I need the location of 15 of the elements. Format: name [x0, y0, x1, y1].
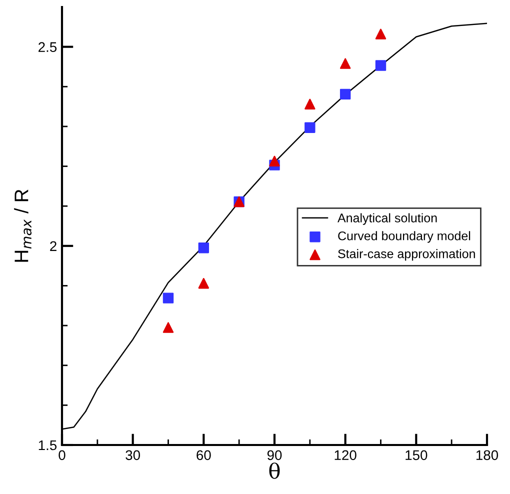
- x-tick-label: 30: [126, 450, 140, 460]
- x-tick-label: 150: [406, 450, 428, 460]
- x-tick-label: 0: [58, 450, 66, 460]
- y-tick-label: 2: [50, 241, 56, 251]
- legend-label: Stair-case approximation: [338, 249, 475, 261]
- x-tick-label: 60: [196, 450, 211, 460]
- legend-label: Curved boundary model: [338, 231, 470, 243]
- x-tick-label: 90: [267, 450, 282, 460]
- legend-label: Analytical solution: [338, 213, 437, 225]
- y-tick-label: 2.5: [38, 42, 57, 52]
- y-axis-title: H$_{max}$ / R: [14, 190, 32, 262]
- x-axis-title: θ: [269, 462, 280, 479]
- x-tick-label: 120: [334, 450, 356, 460]
- y-tick-label: 1.5: [38, 440, 57, 450]
- x-tick-label: 180: [476, 450, 498, 460]
